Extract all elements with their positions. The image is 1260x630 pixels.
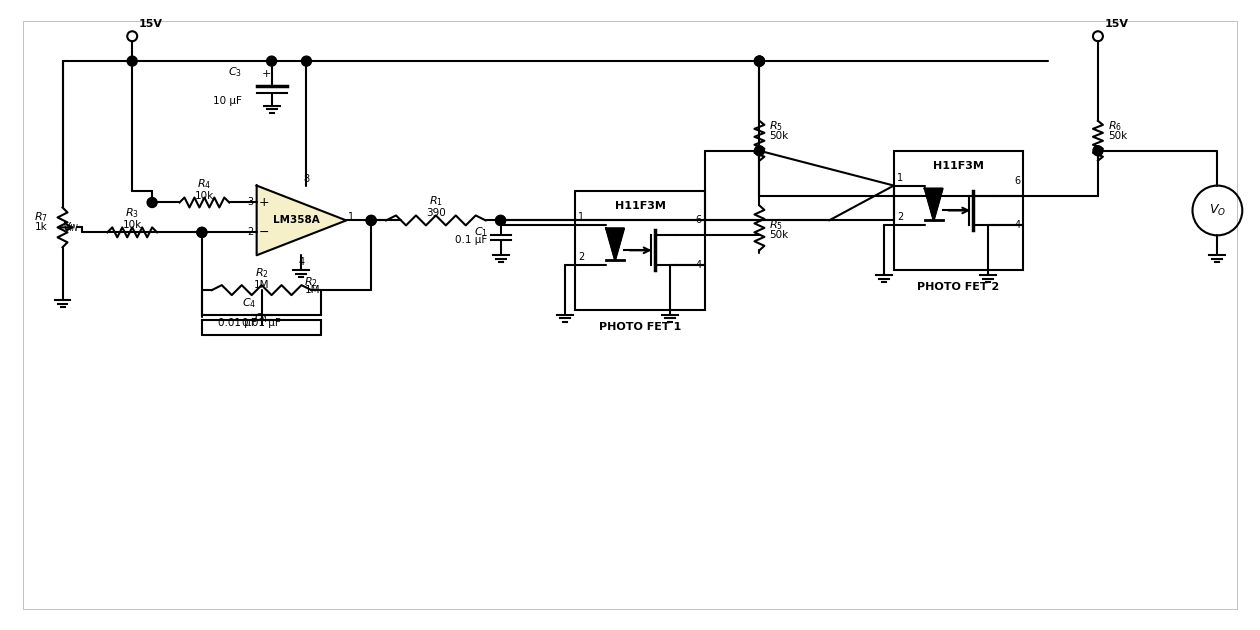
Circle shape	[367, 215, 377, 226]
Text: $C_4$: $C_4$	[255, 311, 268, 325]
Text: 15V: 15V	[139, 20, 164, 29]
Text: 4: 4	[299, 257, 305, 267]
Circle shape	[127, 56, 137, 66]
Text: 1: 1	[348, 212, 354, 222]
Text: 10 μF: 10 μF	[213, 96, 242, 106]
Text: $R_3$: $R_3$	[125, 207, 139, 220]
Text: LM358A: LM358A	[273, 215, 320, 226]
Text: PHOTO FET 1: PHOTO FET 1	[598, 322, 682, 332]
Circle shape	[755, 56, 765, 66]
Text: 1k: 1k	[35, 222, 48, 232]
Text: $R_1$: $R_1$	[428, 195, 442, 209]
Text: $R_5$: $R_5$	[770, 119, 784, 133]
Text: 4: 4	[1014, 220, 1021, 231]
Polygon shape	[606, 229, 624, 260]
Circle shape	[301, 56, 311, 66]
Text: 0.1 μF: 0.1 μF	[455, 236, 488, 245]
Polygon shape	[257, 186, 346, 255]
Text: +: +	[258, 196, 268, 209]
Text: −: −	[258, 226, 268, 239]
Text: 2: 2	[897, 212, 903, 222]
Text: 3: 3	[247, 197, 253, 207]
Text: PHOTO FET 2: PHOTO FET 2	[917, 282, 999, 292]
Circle shape	[197, 227, 207, 238]
Text: $R_6$: $R_6$	[1108, 119, 1121, 133]
Text: 390: 390	[426, 209, 446, 219]
Text: $R_5$: $R_5$	[770, 219, 784, 232]
Text: 1: 1	[578, 212, 585, 222]
Polygon shape	[925, 188, 942, 220]
Text: 50k: 50k	[1108, 131, 1128, 140]
Text: 1: 1	[897, 173, 903, 183]
Circle shape	[267, 56, 276, 66]
Text: 8: 8	[304, 174, 310, 183]
Circle shape	[367, 215, 377, 226]
Text: H11F3M: H11F3M	[934, 161, 984, 171]
Text: H11F3M: H11F3M	[615, 200, 665, 210]
Text: $C_3$: $C_3$	[228, 66, 242, 79]
Text: $C_4$: $C_4$	[242, 296, 257, 310]
Text: 2: 2	[578, 252, 585, 262]
Text: 50k: 50k	[770, 231, 789, 241]
Text: 1M: 1M	[305, 285, 320, 295]
Text: 10k: 10k	[195, 190, 214, 200]
Text: 6: 6	[1014, 176, 1021, 186]
Circle shape	[1092, 146, 1102, 156]
Circle shape	[755, 56, 765, 66]
Bar	[576, 190, 704, 310]
Text: $R_2$: $R_2$	[255, 266, 268, 280]
Text: $R_2$: $R_2$	[305, 275, 319, 289]
Circle shape	[755, 146, 765, 156]
Text: $R_7$: $R_7$	[34, 210, 48, 224]
Circle shape	[495, 215, 505, 226]
Circle shape	[755, 56, 765, 66]
Text: 50k: 50k	[770, 131, 789, 140]
Circle shape	[495, 215, 505, 226]
Text: +: +	[262, 69, 271, 79]
Text: $R_4$: $R_4$	[198, 177, 212, 190]
Text: 15V: 15V	[1105, 20, 1129, 29]
Text: 0.01 μF: 0.01 μF	[242, 318, 281, 328]
Text: 6: 6	[696, 215, 702, 226]
Bar	[893, 151, 1023, 270]
Text: 0.01 μF: 0.01 μF	[218, 318, 257, 328]
Text: $C_1$: $C_1$	[474, 226, 488, 239]
Text: 2: 2	[247, 227, 253, 238]
Circle shape	[197, 227, 207, 238]
Circle shape	[147, 198, 158, 207]
Text: $V_O$: $V_O$	[1208, 203, 1226, 218]
Text: 10k: 10k	[122, 220, 142, 231]
Text: 1M: 1M	[253, 280, 270, 290]
Text: $V_{IN}$: $V_{IN}$	[62, 220, 79, 234]
Text: 4: 4	[696, 260, 702, 270]
